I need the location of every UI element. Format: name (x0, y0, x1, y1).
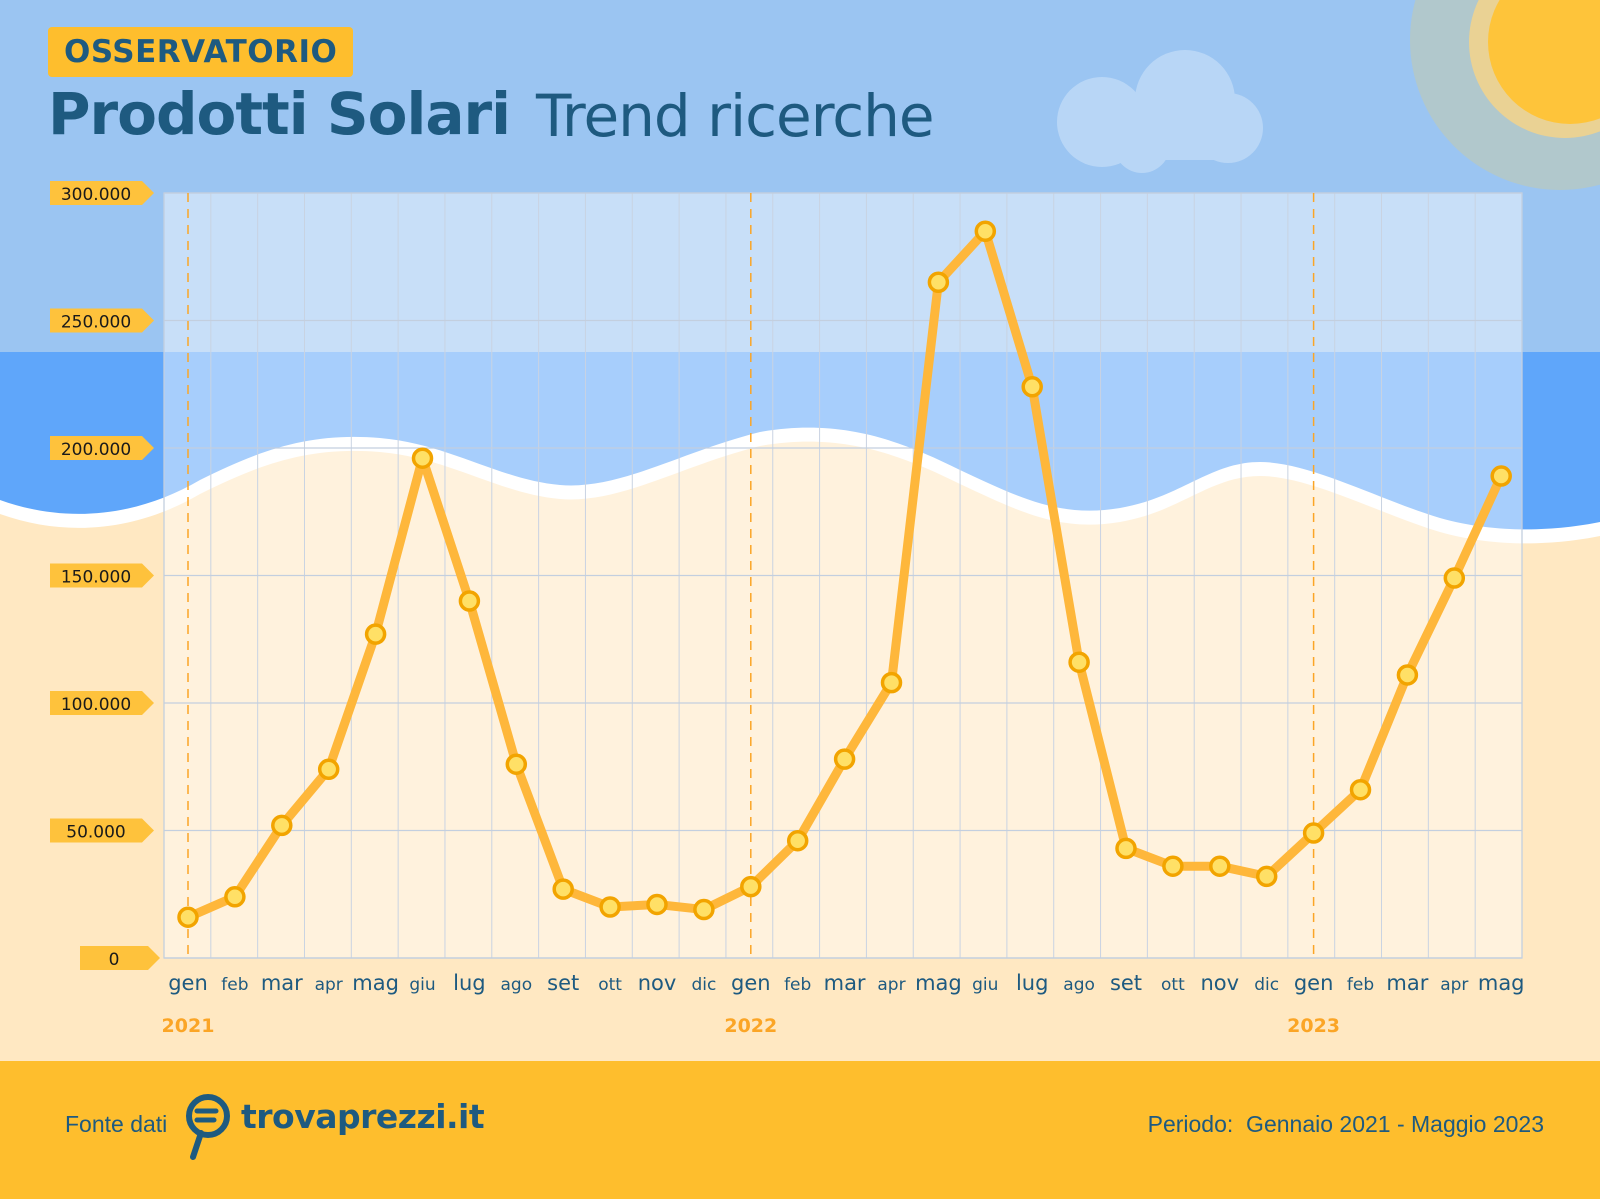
y-tick-label: 200.000 (61, 440, 131, 460)
year-label: 2021 (162, 1015, 215, 1037)
year-divider-lines: 2021 2022 2023 (162, 193, 1340, 1037)
observatory-badge: OSSERVATORIO (48, 27, 354, 77)
y-tick-tag (50, 308, 154, 333)
data-point (599, 896, 621, 918)
y-tick-tag (50, 181, 154, 205)
x-tick-label: mar (824, 971, 866, 995)
x-tick-label: feb (221, 975, 248, 995)
x-tick-label: lug (453, 971, 485, 995)
x-tick-label: giu (972, 975, 998, 995)
data-point (224, 886, 246, 908)
y-tick-tag (50, 563, 154, 588)
y-tick-label: 150.000 (61, 568, 131, 588)
data-point (271, 814, 293, 837)
data-point (1302, 822, 1325, 844)
data-point (786, 829, 809, 852)
y-tick-tag (80, 946, 160, 970)
x-tick-label: apr (1440, 975, 1468, 995)
y-tick-label: 300.000 (61, 185, 131, 205)
x-tick-label: lug (1016, 971, 1048, 995)
data-point (1396, 664, 1419, 686)
x-tick-label: nov (638, 971, 677, 995)
brand-name: trovaprezzi.it (241, 1097, 485, 1136)
y-tick-label: 250.000 (61, 313, 131, 333)
grid-lines (163, 192, 1523, 959)
y-tick-label: 0 (109, 950, 120, 970)
sun-icon (1488, 0, 1600, 124)
data-point (880, 671, 903, 694)
data-point (317, 758, 340, 781)
x-tick-label: feb (1347, 975, 1374, 995)
year-label: 2023 (1287, 1015, 1340, 1037)
x-tick-label: gen (168, 971, 208, 995)
data-point (364, 623, 387, 645)
x-axis: gen feb mar apr mag giu lug ago set ott nov dic gen f… (168, 971, 1524, 995)
data-point (1490, 465, 1512, 487)
x-tick-label: nov (1201, 971, 1240, 995)
x-tick-label: feb (784, 975, 811, 995)
page-subtitle: Trend ricerche (536, 82, 935, 150)
y-tick-tag (50, 691, 154, 715)
x-tick-label: mag (1478, 971, 1525, 995)
data-point (552, 878, 574, 900)
data-point (833, 748, 856, 770)
x-tick-label: ott (1161, 975, 1185, 995)
data-point (1349, 778, 1372, 801)
data-point (1021, 376, 1043, 398)
x-tick-label: mar (1386, 971, 1428, 995)
data-point (740, 875, 762, 898)
data-point (693, 898, 715, 921)
x-tick-label: set (1110, 971, 1142, 995)
year-label: 2022 (724, 1015, 777, 1037)
x-tick-label: giu (409, 975, 435, 995)
x-tick-label: apr (315, 975, 343, 995)
x-tick-label: ago (1063, 975, 1095, 995)
data-point (1068, 651, 1090, 673)
y-tick-label: 50.000 (66, 823, 125, 843)
y-tick-tag (50, 436, 154, 460)
x-tick-label: gen (1294, 971, 1334, 995)
x-tick-label: dic (1254, 975, 1279, 995)
data-point (411, 447, 434, 469)
y-tick-label: 100.000 (61, 695, 131, 715)
y-tick-tag (50, 818, 154, 843)
data-point (177, 906, 199, 928)
series-line-group (177, 220, 1512, 928)
x-tick-label: ago (500, 975, 532, 995)
data-point (646, 893, 668, 916)
y-axis: 0 50.000 100.000 150.000 200.000 250.000 300.0… (50, 181, 160, 970)
data-point (927, 271, 950, 293)
x-tick-label: gen (731, 971, 771, 995)
period-label: Periodo: Gennaio 2021 - Maggio 2023 (1147, 1111, 1544, 1137)
page-title: Prodotti Solari (48, 80, 511, 148)
x-tick-label: mar (261, 971, 303, 995)
data-point (1443, 567, 1466, 589)
plot-frame (163, 192, 1523, 959)
x-tick-label: mag (352, 971, 399, 995)
cloud-icon (1057, 50, 1263, 173)
x-tick-label: mag (915, 971, 962, 995)
data-point (1255, 865, 1278, 888)
x-tick-label: apr (877, 975, 905, 995)
sand-background (0, 441, 1600, 1199)
data-point (505, 753, 528, 775)
x-tick-label: ott (598, 975, 622, 995)
data-point (458, 590, 481, 612)
x-tick-label: set (547, 971, 579, 995)
source-label: Fonte dati (65, 1111, 168, 1137)
trovaprezzi-logo-icon (186, 1094, 230, 1160)
data-point (974, 220, 997, 242)
footer-bar: Fonte dati trovaprezzi.it Periodo: Genna… (0, 1061, 1600, 1199)
x-tick-label: dic (691, 975, 716, 995)
data-point (1162, 855, 1184, 877)
data-point (1115, 837, 1137, 860)
data-point (1209, 855, 1231, 877)
